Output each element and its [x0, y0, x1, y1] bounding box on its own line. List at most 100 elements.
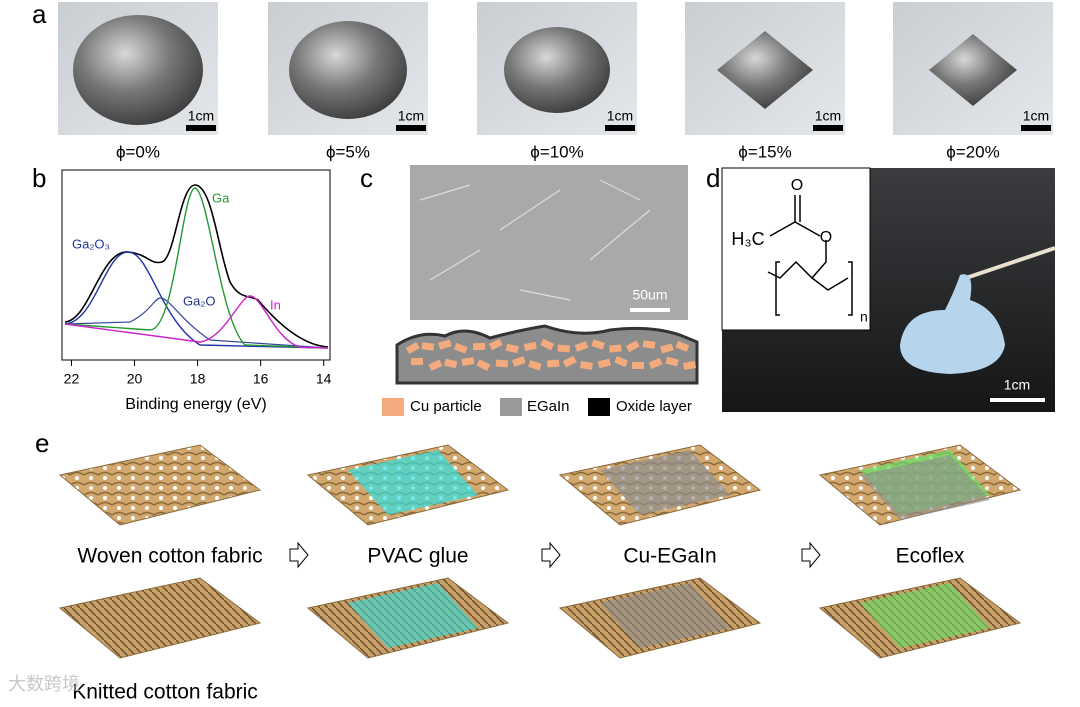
in-curve	[64, 295, 329, 349]
glue-blob	[900, 274, 1005, 374]
envelope-curve	[64, 184, 329, 348]
legend-swatch	[500, 398, 522, 416]
legend-label: Cu particle	[410, 398, 482, 415]
legend-label: EGaIn	[527, 398, 570, 415]
fabric	[58, 444, 262, 526]
panel-d: 1cm O H₃C O n	[721, 167, 1056, 412]
scale-label: 1cm	[1004, 377, 1030, 393]
sem-image	[410, 165, 688, 320]
cu-particle	[495, 359, 509, 368]
scale-label: 1cm	[1023, 108, 1049, 124]
sample	[504, 27, 610, 113]
x-tick-label: 20	[127, 371, 143, 387]
scale-label: 1cm	[607, 108, 633, 124]
cu-particle	[675, 340, 690, 352]
sample	[929, 34, 1017, 106]
arrow	[801, 541, 821, 569]
sample	[289, 21, 407, 119]
panel-label: a	[32, 0, 47, 29]
caption: ϕ=10%	[530, 142, 583, 161]
cu-particle	[540, 338, 555, 351]
repeat: n	[860, 309, 868, 325]
cu-particle	[614, 355, 629, 368]
atom: H₃C	[731, 229, 764, 249]
watermark: 大数跨境	[8, 674, 80, 694]
step-label: Ecoflex	[896, 545, 965, 568]
cu-particle	[642, 340, 656, 349]
cu-particle	[444, 358, 458, 369]
sample	[73, 15, 203, 125]
coating	[600, 450, 730, 515]
cu-particle	[632, 362, 644, 369]
atom: O	[820, 229, 832, 246]
coating	[860, 455, 990, 520]
coating	[348, 583, 478, 648]
schematic	[395, 324, 699, 385]
sem-texture	[419, 179, 651, 301]
cu-particle	[461, 357, 475, 366]
cu-particle	[574, 341, 589, 352]
ga2o3-curve	[64, 251, 329, 349]
scale-bar	[186, 125, 216, 131]
fabric-label: Knitted cotton fabric	[72, 681, 258, 704]
cu-particle	[579, 361, 593, 370]
scale-bar	[1021, 125, 1051, 131]
stick	[959, 246, 1056, 282]
peak-label: Ga	[212, 190, 230, 205]
arrow	[289, 541, 309, 569]
fabric	[58, 577, 262, 659]
cu-particle	[609, 344, 622, 353]
atom: O	[791, 177, 803, 194]
cu-particle	[591, 339, 605, 350]
legend-swatch	[588, 398, 610, 416]
peak-label: Ga₂O₃	[72, 236, 110, 251]
x-axis-label: Binding energy (eV)	[125, 396, 266, 413]
sample	[717, 31, 813, 109]
panel-label: d	[706, 163, 720, 193]
scale-bar	[605, 125, 635, 131]
scale-bar	[990, 398, 1045, 402]
panel-b: Ga₂O₃ Ga Ga₂O In 22 20 18 16 14 Binding ener…	[61, 169, 332, 413]
cu-particle	[476, 359, 491, 371]
step-label: PVAC glue	[367, 545, 468, 568]
coating	[600, 583, 730, 648]
legend-swatch	[382, 398, 404, 416]
panel-label: b	[32, 163, 46, 193]
cu-particle	[421, 342, 435, 351]
coating	[348, 450, 478, 515]
cu-particle	[683, 361, 697, 370]
cu-particle	[428, 359, 443, 371]
cu-particle	[523, 341, 537, 352]
scale-bar	[396, 125, 426, 131]
arrow	[541, 541, 561, 569]
peak-label: Ga₂O	[183, 293, 216, 308]
legend-label: Oxide layer	[616, 398, 692, 415]
ga2o-curve	[64, 297, 329, 349]
panel-label: e	[35, 428, 49, 458]
cu-particle	[557, 344, 570, 353]
cu-particle	[625, 340, 640, 353]
plot-frame	[61, 169, 331, 361]
peak-label: In	[270, 297, 281, 312]
cu-particle	[472, 342, 486, 351]
bonds	[767, 195, 853, 316]
fabric-label: Woven cotton fabric	[77, 545, 262, 568]
cu-particle	[505, 343, 519, 354]
caption: ϕ=5%	[326, 142, 370, 161]
cu-particle	[546, 359, 560, 368]
cu-particle	[665, 356, 679, 367]
caption: ϕ=0%	[116, 142, 160, 161]
cu-particle	[512, 356, 526, 367]
structure-box	[721, 167, 871, 331]
panel-e: Woven cotton fabric Knitted cotton fabric…	[58, 444, 1022, 704]
panel-c: 50um Cu particle EGaIn Oxide layer	[382, 165, 699, 416]
cu-particle	[453, 342, 468, 354]
scale-bar	[630, 308, 670, 312]
caption: ϕ=15%	[738, 142, 791, 161]
cu-particle	[597, 358, 612, 369]
x-tick-label: 16	[253, 371, 269, 387]
scale-bar	[813, 125, 843, 131]
caption: ϕ=20%	[946, 142, 999, 161]
x-tick-label: 22	[64, 371, 80, 387]
